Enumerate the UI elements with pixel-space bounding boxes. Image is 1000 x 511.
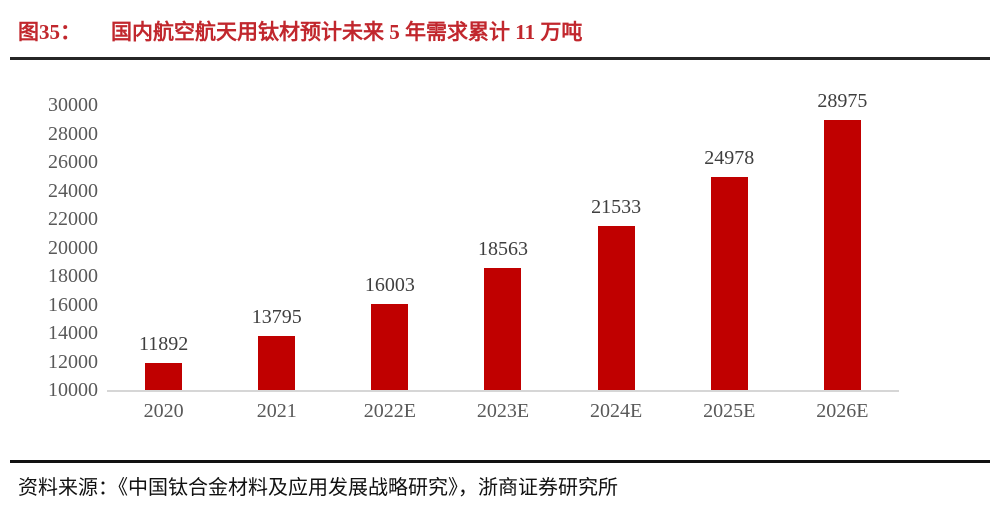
y-tick-label: 18000 [48,265,98,287]
bar-value-label: 28975 [817,89,868,112]
bar-value-label: 11892 [138,333,189,356]
footer-divider [10,460,990,463]
figure-title: 图35： 国内航空航天用钛材预计未来 5 年需求累计 11 万吨 [18,16,582,46]
x-tick-label: 2021 [256,400,297,422]
bar-value-label: 24978 [704,146,755,169]
bar-column: 21533 2024E [560,105,673,422]
bar [258,335,296,390]
x-tick-label: 2024E [590,400,643,422]
y-tick-label: 12000 [48,350,98,373]
source-note: 资料来源：《中国钛合金材料及应用发展战略研究》，浙商证券研究所 [18,477,618,499]
x-tick-label: 2020 [143,400,184,422]
y-axis: 30000 28000 26000 24000 22000 20000 18000 16000… [0,94,98,401]
y-tick-label: 10000 [48,379,98,401]
figure-number: 图35： [18,20,81,44]
y-tick-label: 28000 [48,122,98,145]
y-tick-label: 22000 [48,208,98,230]
figure-title-text: 国内航空航天用钛材预计未来 5 年需求累计 11 万吨 [111,20,583,44]
x-tick-label: 2023E [476,400,530,422]
bar [484,267,522,390]
bar [145,363,183,390]
x-tick-label: 2026E [816,400,869,422]
y-tick-label: 20000 [48,236,98,259]
y-tick-label: 14000 [48,322,98,344]
x-tick-label: 2025E [703,400,756,422]
bar-value-label: 21533 [591,195,642,218]
bar [597,225,635,390]
bar-column: 28975 2026E [786,90,899,422]
bar-column: 16003 2022E [333,105,446,422]
bar-value-label: 18563 [477,237,528,260]
bar-chart-plot-area: 11892 2020 13795 2021 16003 2022E 18563 2023E 21… [107,90,899,422]
bar [371,304,409,390]
y-tick-label: 16000 [48,293,98,316]
bar [823,119,861,390]
bar-column: 11892 2020 [107,105,220,422]
bar-value-label: 13795 [251,305,302,328]
title-divider [10,57,990,60]
bar-column: 24978 2025E [673,105,786,422]
y-tick-label: 30000 [48,94,98,116]
bar-value-label: 16003 [364,274,415,297]
bar-column: 18563 2023E [446,105,559,422]
x-tick-label: 2022E [363,400,416,422]
bar [710,176,748,390]
y-tick-label: 26000 [48,151,98,173]
bar-column: 13795 2021 [220,105,333,422]
y-tick-label: 24000 [48,179,98,202]
